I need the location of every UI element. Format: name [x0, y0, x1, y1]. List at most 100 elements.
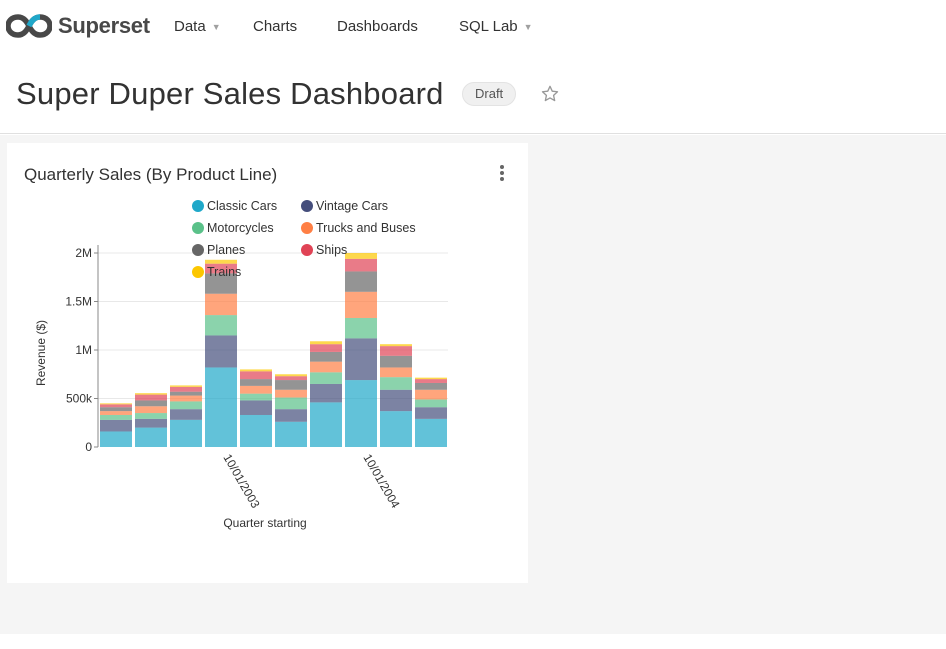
bar-segment — [205, 293, 237, 316]
y-tick-label: 1.5M — [65, 295, 92, 309]
bar-segment — [100, 414, 132, 420]
bar-segment — [100, 407, 132, 412]
legend-label: Planes — [207, 243, 245, 257]
legend-label: Motorcycles — [207, 221, 274, 235]
legend-label: Trains — [207, 265, 241, 279]
superset-logo[interactable]: Superset — [6, 12, 150, 40]
bar-segment — [345, 258, 377, 272]
bar-segment — [275, 376, 307, 381]
legend-item[interactable]: Motorcycles — [192, 221, 274, 235]
bar-segment — [100, 404, 132, 408]
bar-segment — [205, 367, 237, 447]
bar-segment — [100, 419, 132, 432]
kebab-menu-icon[interactable] — [496, 165, 508, 183]
legend-swatch — [301, 244, 313, 256]
legend-item[interactable]: Planes — [192, 243, 245, 257]
bar-segment — [135, 394, 167, 401]
bar-segment — [380, 346, 412, 356]
bar-segment — [310, 361, 342, 373]
legend-swatch — [192, 200, 204, 212]
bar-segment — [310, 372, 342, 384]
bar-segment — [240, 371, 272, 380]
y-axis-label: Revenue ($) — [34, 320, 48, 386]
bar-segment — [135, 418, 167, 428]
legend-label: Trucks and Buses — [316, 221, 416, 235]
bar-segment — [170, 386, 202, 392]
bar-segment — [135, 400, 167, 407]
legend-label: Ships — [316, 243, 347, 257]
bar-segment — [415, 407, 447, 419]
legend-swatch — [301, 200, 313, 212]
bar-segment — [240, 369, 272, 372]
bar-segment — [380, 377, 412, 390]
bar-segment — [240, 393, 272, 401]
top-navbar: Superset Data ▼ Charts Dashboards SQL La… — [0, 0, 946, 56]
bar-segment — [415, 418, 447, 447]
bar-segment — [345, 380, 377, 447]
chevron-down-icon: ▼ — [523, 22, 533, 32]
legend-item[interactable]: Trains — [192, 265, 241, 279]
nav-dashboards-label: Dashboards — [337, 18, 418, 35]
legend-item[interactable]: Trucks and Buses — [301, 221, 416, 235]
bar-segment — [205, 259, 237, 264]
legend-label: Classic Cars — [207, 199, 277, 213]
x-tick-label: 10/01/2003 — [220, 452, 262, 511]
nav-data-menu[interactable]: Data ▼ — [174, 18, 221, 35]
x-tick-label: 10/01/2004 — [360, 452, 402, 511]
nav-dashboards-link[interactable]: Dashboards — [337, 18, 418, 35]
bar-segment — [345, 317, 377, 339]
bar-segment — [170, 419, 202, 447]
brand-name: Superset — [58, 13, 150, 38]
bar-segment — [345, 291, 377, 318]
legend-swatch — [192, 222, 204, 234]
dashboard-title[interactable]: Super Duper Sales Dashboard — [16, 76, 444, 111]
bar-segment — [100, 403, 132, 405]
bar-segment — [275, 389, 307, 398]
bar-segment — [310, 383, 342, 403]
bar-segment — [240, 385, 272, 394]
bar-segment — [135, 393, 167, 395]
bar-segment — [240, 400, 272, 415]
star-outline-icon[interactable] — [540, 84, 560, 104]
dashboard-grid: Quarterly Sales (By Product Line) 0 500k 1… — [0, 135, 946, 634]
nav-charts-link[interactable]: Charts — [253, 18, 297, 35]
chart-card: Quarterly Sales (By Product Line) 0 500k 1… — [7, 143, 528, 583]
bar-segment — [380, 411, 412, 447]
legend-item[interactable]: Ships — [301, 243, 347, 257]
bar-segment — [170, 385, 202, 387]
y-tick-label: 500k — [66, 392, 93, 406]
nav-sql-lab-label: SQL Lab — [459, 18, 518, 35]
y-tick-label: 2M — [75, 246, 92, 260]
dashboard-header: Super Duper Sales Dashboard Draft — [0, 56, 946, 134]
bar-segment — [135, 427, 167, 447]
chart-title: Quarterly Sales (By Product Line) — [24, 165, 278, 184]
legend-item[interactable]: Classic Cars — [192, 199, 277, 213]
y-tick-label: 0 — [85, 440, 92, 454]
legend-swatch — [301, 222, 313, 234]
x-axis-label: Quarter starting — [223, 516, 306, 530]
bar-segment — [380, 389, 412, 412]
bar-segment — [100, 431, 132, 447]
bar-segment — [170, 409, 202, 420]
bar-segment — [205, 335, 237, 368]
stacked-bar-chart: 0 500k 1M 1.5M 2M 10/01/2003 10/01/2004 Quarter… — [34, 199, 448, 530]
bar-segment — [170, 391, 202, 396]
bar-segment — [100, 411, 132, 415]
bar-segment — [380, 344, 412, 347]
chevron-down-icon: ▼ — [211, 22, 221, 32]
legend-label: Vintage Cars — [316, 199, 388, 213]
bar-segment — [135, 406, 167, 414]
bar-segment — [205, 315, 237, 336]
nav-charts-label: Charts — [253, 18, 298, 35]
legend-item[interactable]: Vintage Cars — [301, 199, 388, 213]
bar-segment — [275, 397, 307, 410]
draft-badge[interactable]: Draft — [462, 82, 517, 106]
bar-segment — [345, 253, 377, 259]
bar-segment — [275, 409, 307, 422]
bar-segment — [275, 374, 307, 377]
bar-segment — [415, 389, 447, 400]
bar-segment — [205, 273, 237, 294]
nav-sql-lab-menu[interactable]: SQL Lab ▼ — [459, 18, 533, 35]
bar-segment — [275, 421, 307, 447]
bar-segment — [135, 413, 167, 419]
